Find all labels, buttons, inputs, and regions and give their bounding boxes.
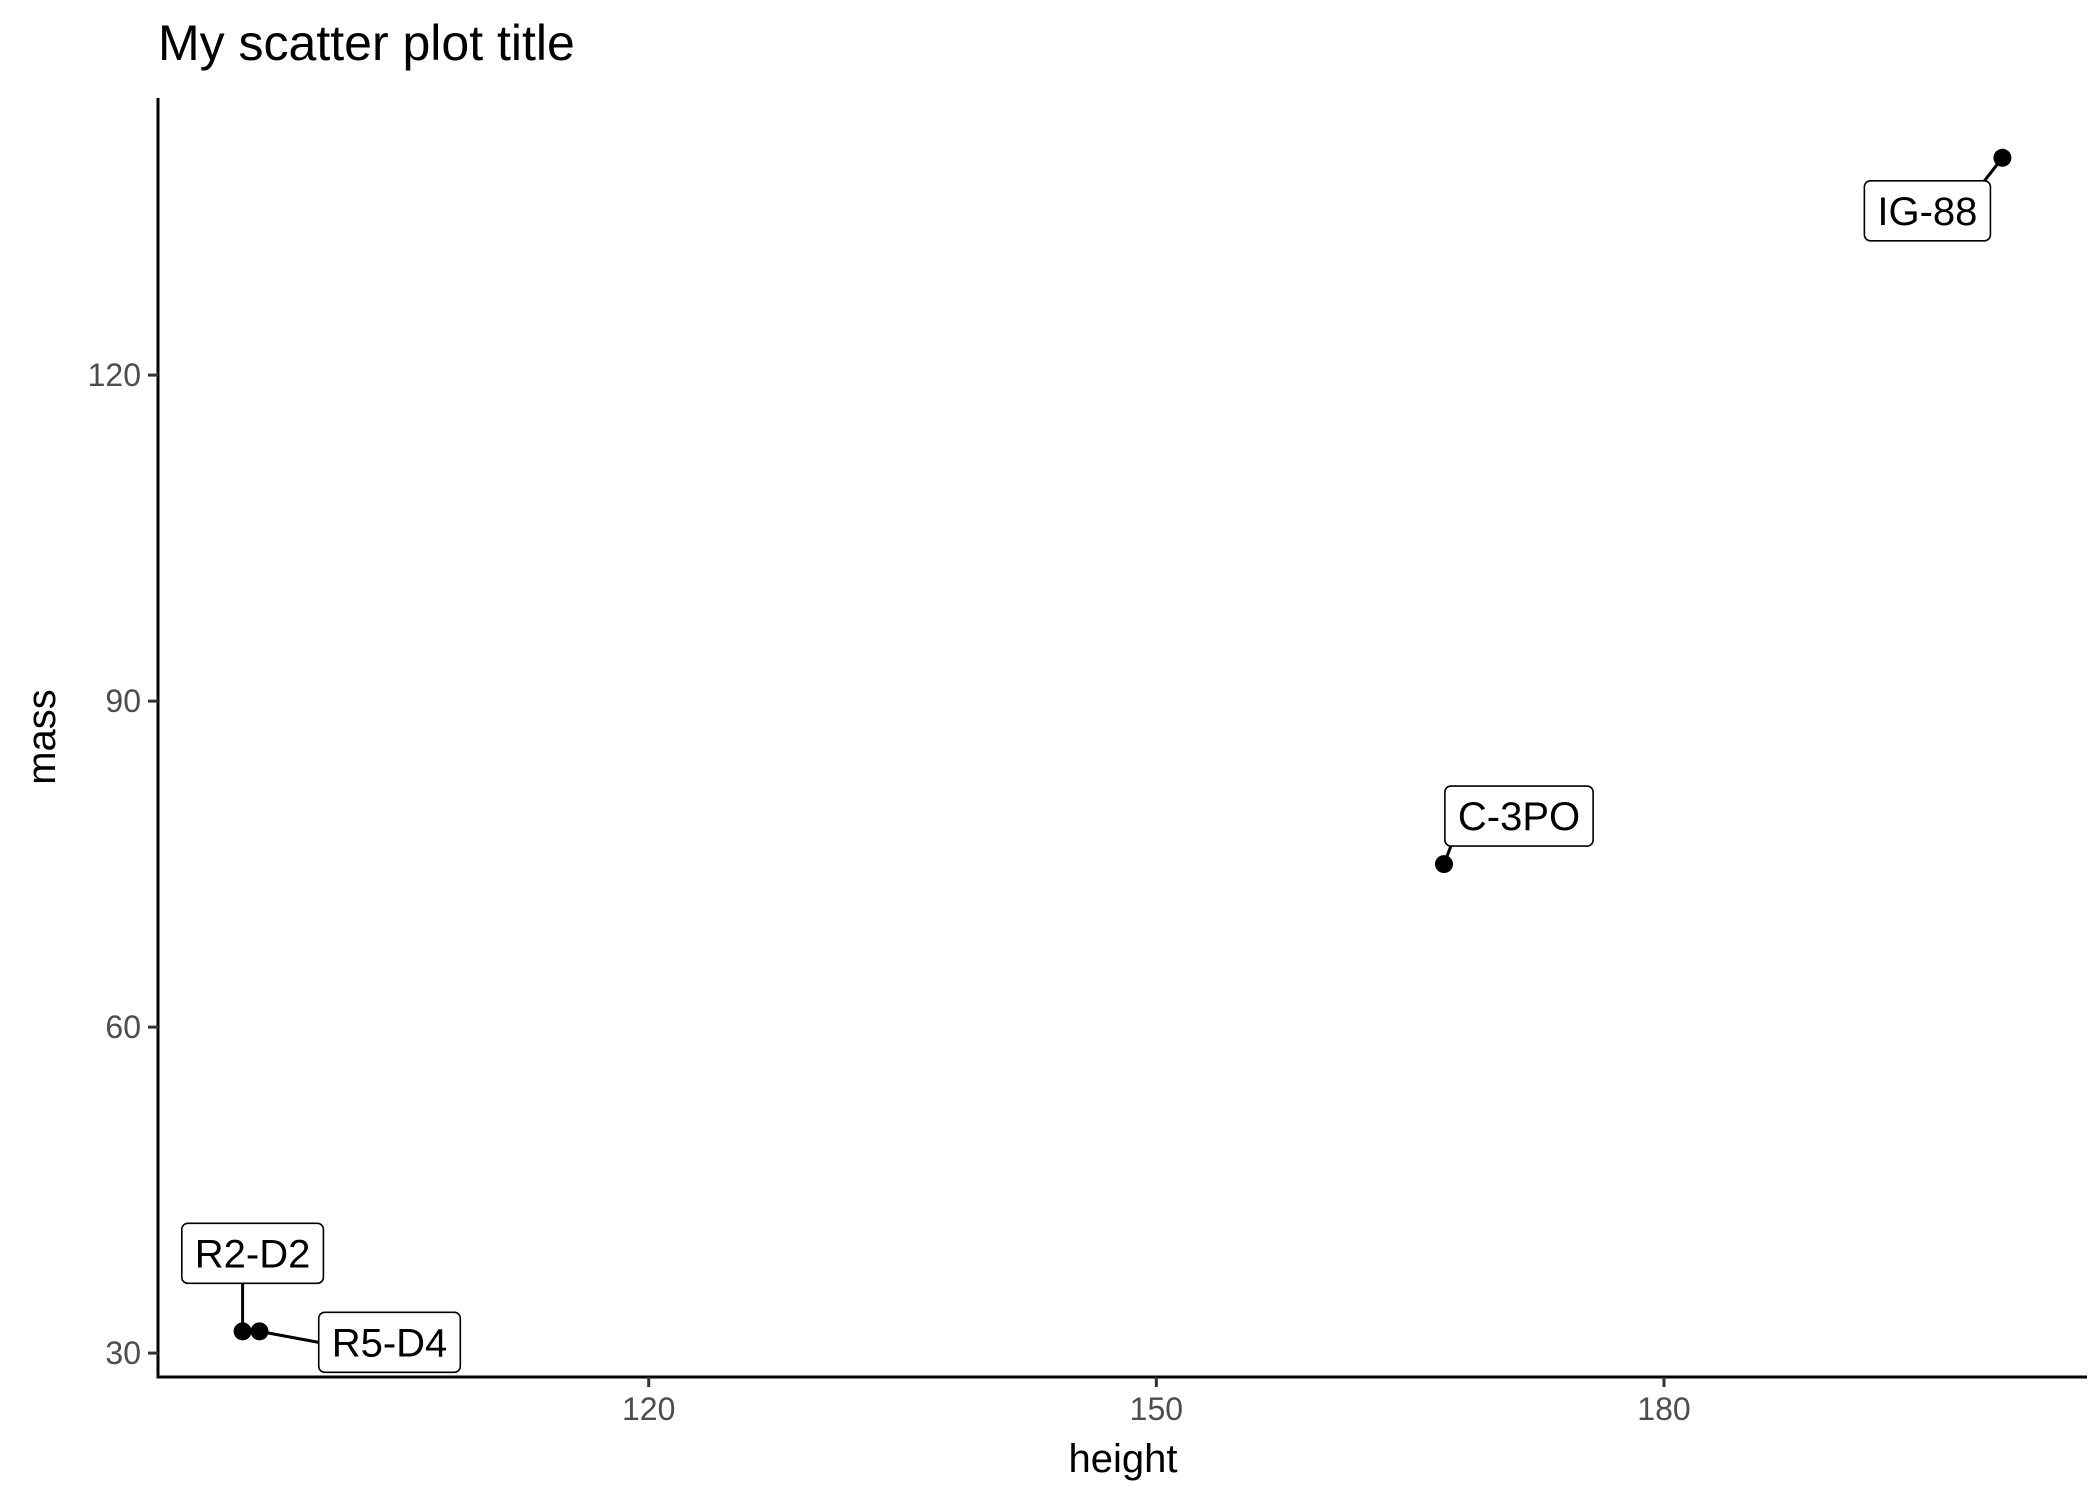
y-axis-ticks: 30 60 90 120 <box>88 357 158 1371</box>
plot-area: R2-D2 R5-D4 C-3PO IG-88 <box>181 148 2012 1374</box>
x-tick-label: 180 <box>1637 1391 1690 1427</box>
point-label-text: IG-88 <box>1877 190 1977 234</box>
label-leader-line <box>259 1329 320 1344</box>
data-point <box>250 1322 269 1341</box>
x-tick-label: 120 <box>622 1391 675 1427</box>
y-tick-label: 90 <box>105 683 141 719</box>
x-tick-label: 150 <box>1130 1391 1183 1427</box>
y-tick-label: 60 <box>105 1009 141 1045</box>
x-axis-title: height <box>1069 1437 1178 1481</box>
data-point <box>233 1322 252 1341</box>
chart-title: My scatter plot title <box>158 15 575 71</box>
data-point <box>1993 148 2012 167</box>
point-label-text: R5-D4 <box>332 1321 448 1365</box>
point-label-box <box>1863 179 1992 242</box>
point-label-box <box>1444 785 1594 847</box>
y-tick-label: 30 <box>105 1335 141 1371</box>
point-label-text: C-3PO <box>1458 795 1580 839</box>
point-label-box <box>181 1222 325 1285</box>
y-axis-title: mass <box>20 689 64 785</box>
x-axis-ticks: 120 150 180 <box>622 1377 1691 1427</box>
y-tick-label: 120 <box>88 357 141 393</box>
data-point <box>1435 855 1453 874</box>
point-label-text: R2-D2 <box>195 1232 311 1276</box>
